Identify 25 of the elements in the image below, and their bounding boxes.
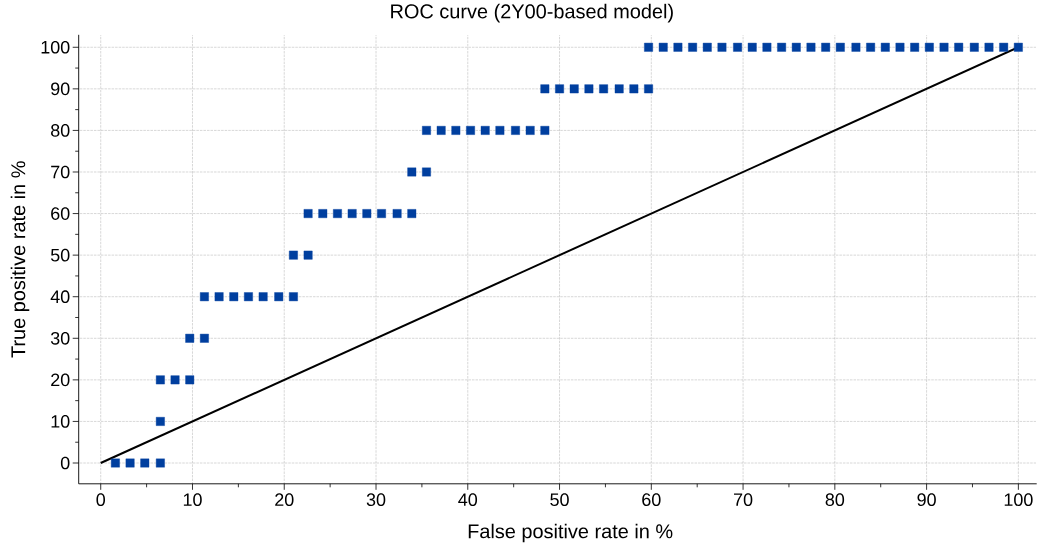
y-tick-label: 60 bbox=[51, 207, 70, 220]
x-axis-title: False positive rate in % bbox=[468, 523, 673, 543]
y-tick-label: 80 bbox=[51, 124, 70, 137]
x-tick-label: 80 bbox=[825, 493, 845, 507]
chart-title: ROC curve (2Y00-based model) bbox=[391, 3, 673, 23]
x-tick-label: 10 bbox=[183, 493, 202, 507]
x-tick-label: 30 bbox=[366, 493, 386, 507]
y-tick-label: 50 bbox=[50, 248, 70, 262]
y-tick-label: 10 bbox=[51, 415, 70, 428]
y-tick-label: 0 bbox=[60, 456, 70, 470]
y-tick-label: 30 bbox=[50, 331, 70, 345]
x-tick-label: 0 bbox=[96, 493, 106, 507]
x-tick-label: 90 bbox=[917, 493, 936, 507]
x-tick-label: 60 bbox=[642, 493, 661, 507]
y-axis-title: True positive rate in % bbox=[10, 161, 30, 358]
y-tick-label: 100 bbox=[41, 40, 70, 54]
y-tick-label: 20 bbox=[51, 373, 70, 387]
x-tick-label: 100 bbox=[1004, 493, 1033, 507]
y-tick-label: 40 bbox=[50, 290, 70, 304]
y-tick-label: 70 bbox=[51, 165, 70, 179]
x-tick-label: 70 bbox=[734, 493, 753, 507]
x-tick-label: 50 bbox=[550, 493, 569, 507]
x-tick-label: 20 bbox=[275, 493, 294, 507]
y-tick-label: 90 bbox=[51, 82, 70, 96]
x-tick-label: 40 bbox=[458, 493, 478, 507]
